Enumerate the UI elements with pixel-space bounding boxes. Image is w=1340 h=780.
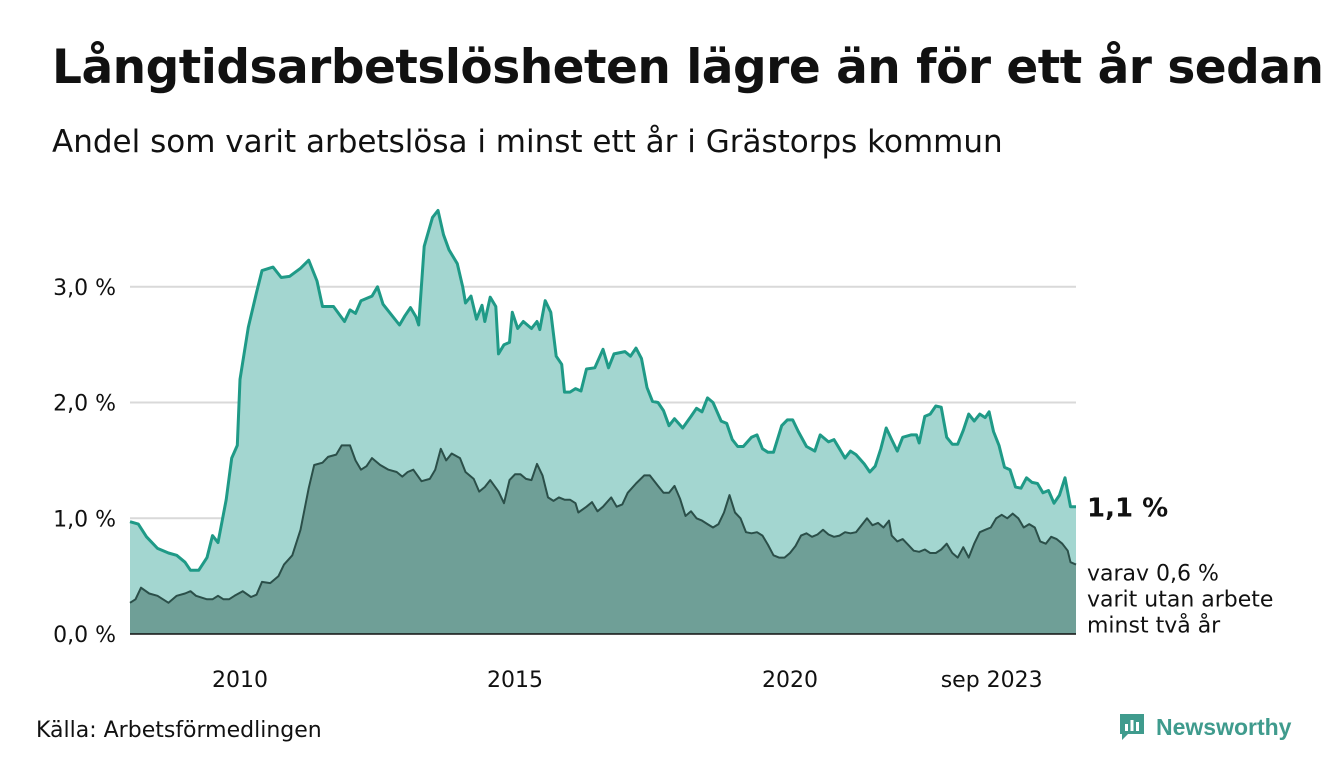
brand-name: Newsworthy xyxy=(1156,713,1292,740)
chart-title: Långtidsarbetslösheten lägre än för ett … xyxy=(52,40,1324,95)
total-line xyxy=(129,208,1076,572)
long-term-end-label: varit utan arbete xyxy=(1087,588,1273,613)
x-tick-label: sep 2023 xyxy=(941,668,1043,693)
brand-logo: Newsworthy xyxy=(1118,712,1291,742)
long-term-line xyxy=(129,444,1077,604)
x-tick-label: 2010 xyxy=(212,668,268,693)
newsworthy-icon xyxy=(1120,714,1144,740)
chart-areas xyxy=(129,208,1077,634)
long-term-end-label: minst två år xyxy=(1087,613,1221,639)
chart-subtitle: Andel som varit arbetslösa i minst ett å… xyxy=(52,124,1003,160)
y-tick-label: 0,0 % xyxy=(53,623,116,648)
x-tick-label: 2015 xyxy=(487,668,543,693)
long-term-area xyxy=(130,445,1076,634)
source-note: Källa: Arbetsförmedlingen xyxy=(36,718,322,743)
y-tick-label: 2,0 % xyxy=(53,392,116,417)
x-tick-label: 2020 xyxy=(762,668,818,693)
y-axis: 0,0 % 1,0 % 2,0 % 3,0 % xyxy=(53,276,116,648)
x-axis: 2010 2015 2020 sep 2023 xyxy=(130,633,1076,693)
long-term-end-label: varav 0,6 % xyxy=(1087,562,1219,587)
y-tick-label: 3,0 % xyxy=(53,276,116,301)
area-chart: 0,0 % 1,0 % 2,0 % 3,0 % 2010 2015 2020 sep 202… xyxy=(53,208,1273,693)
total-end-label: 1,1 % xyxy=(1087,494,1168,524)
y-tick-label: 1,0 % xyxy=(53,507,116,532)
